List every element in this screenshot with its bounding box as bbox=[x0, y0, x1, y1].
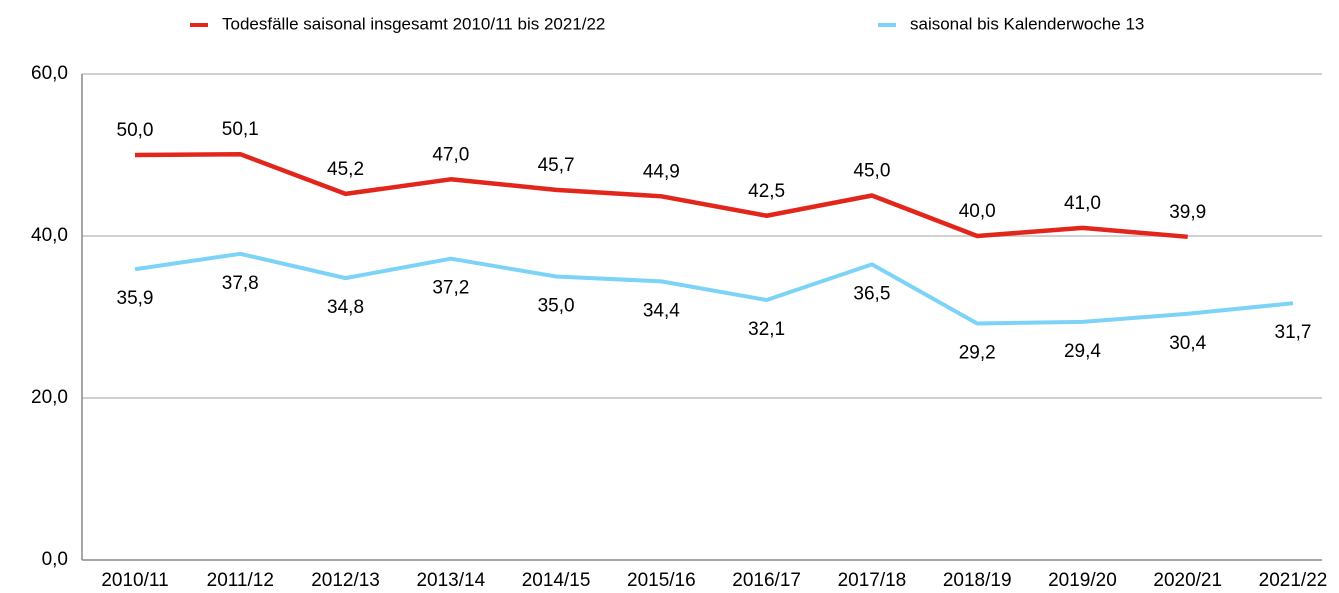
x-tick-label: 2010/11 bbox=[101, 570, 168, 591]
data-label: 44,9 bbox=[643, 161, 680, 182]
data-label: 31,7 bbox=[1275, 322, 1312, 343]
x-tick-label: 2018/19 bbox=[943, 570, 1012, 591]
data-label: 29,2 bbox=[959, 342, 996, 363]
data-label: 34,4 bbox=[643, 300, 680, 321]
x-tick-label: 2015/16 bbox=[627, 570, 696, 591]
data-label: 36,5 bbox=[853, 283, 890, 304]
x-tick-label: 2021/22 bbox=[1259, 570, 1328, 591]
x-tick-label: 2017/18 bbox=[838, 570, 907, 591]
x-tick-label: 2020/21 bbox=[1153, 570, 1222, 591]
y-tick-label: 40,0 bbox=[31, 225, 68, 246]
data-label: 37,8 bbox=[222, 273, 259, 294]
x-tick-label: 2011/12 bbox=[207, 570, 274, 591]
data-label: 45,2 bbox=[327, 159, 364, 180]
x-tick-label: 2012/13 bbox=[311, 570, 380, 591]
data-label: 42,5 bbox=[748, 181, 785, 202]
x-tick-label: 2016/17 bbox=[732, 570, 801, 591]
y-tick-label: 20,0 bbox=[31, 387, 68, 408]
data-label: 35,0 bbox=[538, 296, 575, 317]
line-series bbox=[134, 151, 1188, 240]
data-label: 45,0 bbox=[853, 161, 890, 182]
data-label: 41,0 bbox=[1064, 193, 1101, 214]
line-series bbox=[134, 251, 1294, 326]
data-label: 50,0 bbox=[117, 120, 154, 141]
x-tick-label: 2013/14 bbox=[416, 570, 485, 591]
data-label: 35,9 bbox=[117, 288, 154, 309]
data-label: 30,4 bbox=[1169, 333, 1206, 354]
data-label: 50,1 bbox=[222, 119, 259, 140]
data-label: 45,7 bbox=[538, 155, 575, 176]
x-tick-label: 2014/15 bbox=[522, 570, 591, 591]
data-label: 37,2 bbox=[432, 278, 469, 299]
data-label: 34,8 bbox=[327, 297, 364, 318]
legend-label: Todesfälle saisonal insgesamt 2010/11 bi… bbox=[222, 14, 605, 33]
y-tick-label: 60,0 bbox=[31, 63, 68, 84]
x-tick-label: 2019/20 bbox=[1048, 570, 1117, 591]
legend-label: saisonal bis Kalenderwoche 13 bbox=[910, 14, 1144, 33]
data-label: 29,4 bbox=[1064, 341, 1101, 362]
data-label: 40,0 bbox=[959, 201, 996, 222]
data-label: 32,1 bbox=[748, 319, 785, 340]
data-label: 39,9 bbox=[1169, 202, 1206, 223]
y-tick-label: 0,0 bbox=[42, 549, 68, 570]
data-label: 47,0 bbox=[432, 144, 469, 165]
